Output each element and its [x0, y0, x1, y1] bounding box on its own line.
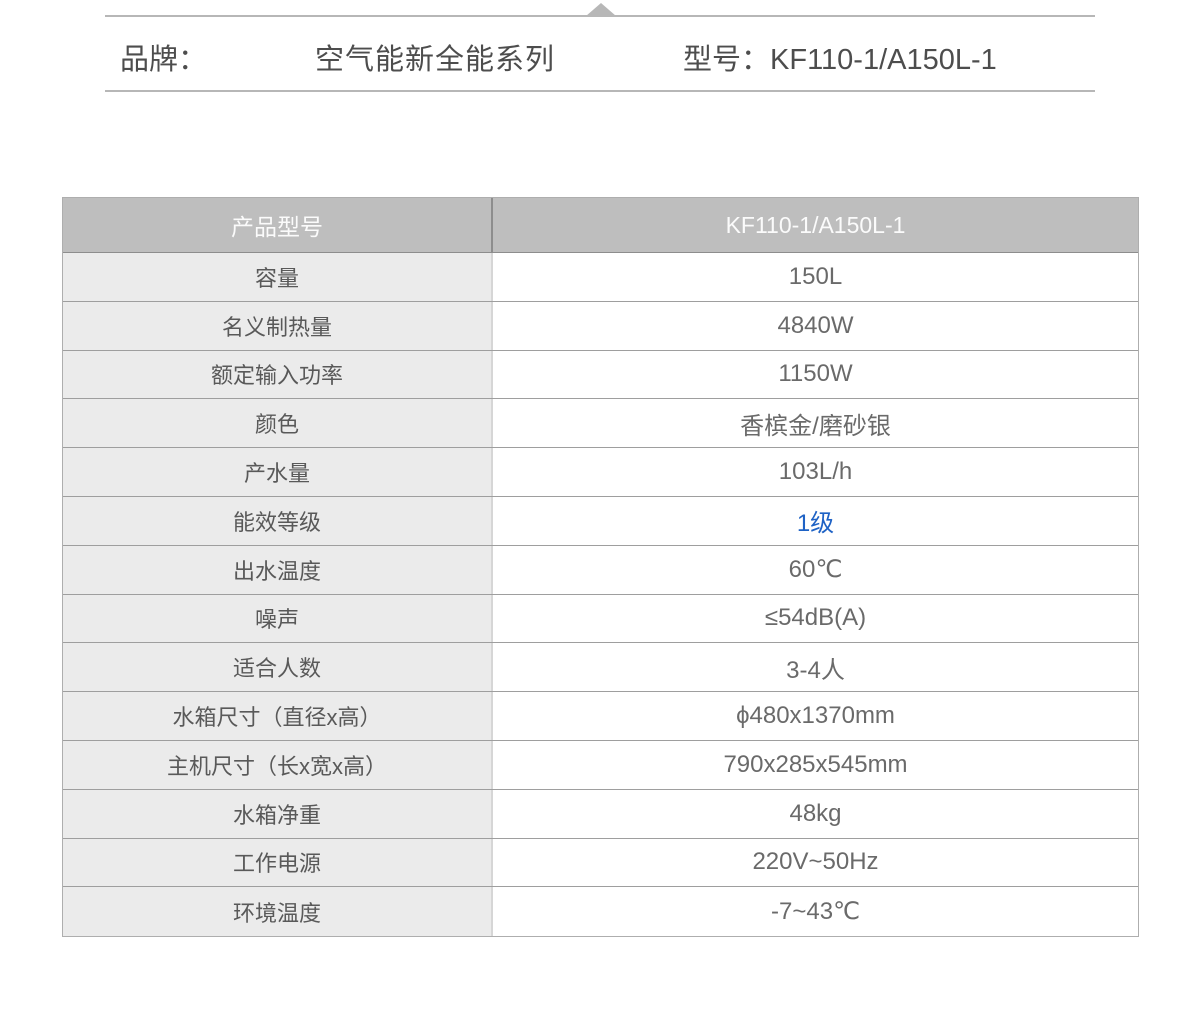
- bottom-divider-line: [105, 90, 1095, 92]
- spec-label: 噪声: [63, 594, 493, 643]
- spec-value: 150L: [788, 262, 843, 290]
- spec-row-host-size: 主机尺寸（长x宽x高） 790x285x545mm: [63, 740, 1138, 790]
- spec-label: 水箱尺寸（直径x高）: [63, 692, 493, 740]
- spec-header-value: KF110-1/A150L-1: [725, 211, 906, 238]
- spec-value: -7~43℃: [770, 898, 860, 926]
- spec-label: 适合人数: [63, 643, 493, 692]
- triangle-up-icon: [586, 3, 616, 16]
- spec-value: 60℃: [788, 556, 843, 584]
- spec-value: 48kg: [789, 799, 842, 827]
- spec-label: 水箱净重: [63, 789, 493, 838]
- spec-row-rated-input-power: 额定输入功率 1150W: [63, 350, 1138, 400]
- spec-row-color: 颜色 香槟金/磨砂银: [63, 399, 1138, 449]
- spec-value-energy-rating: 1级: [796, 510, 835, 538]
- model-group: 型号：KF110-1/A150L-1: [683, 38, 997, 82]
- spec-value: 220V~50Hz: [752, 848, 879, 876]
- spec-label: 名义制热量: [63, 301, 493, 350]
- spec-row-suitable-people: 适合人数 3-4人: [63, 643, 1138, 693]
- spec-row-ambient-temp: 环境温度 -7~43℃: [63, 887, 1138, 937]
- spec-label: 环境温度: [63, 887, 493, 937]
- spec-value: 3-4人: [786, 656, 845, 684]
- product-meta-header: 品牌： 空气能新全能系列 型号：KF110-1/A150L-1: [0, 38, 1200, 82]
- spec-row-outlet-temp: 出水温度 60℃: [63, 545, 1138, 595]
- spec-label: 颜色: [63, 399, 493, 448]
- spec-row-capacity: 容量 150L: [63, 253, 1138, 302]
- spec-row-power-supply: 工作电源 220V~50Hz: [63, 838, 1138, 888]
- spec-row-tank-weight: 水箱净重 48kg: [63, 789, 1138, 839]
- spec-label: 能效等级: [63, 496, 493, 545]
- spec-value: 1150W: [778, 360, 853, 388]
- spec-table: 产品型号 KF110-1/A150L-1 容量 150L 名义制热量 4840W…: [62, 197, 1139, 938]
- spec-row-tank-size: 水箱尺寸（直径x高） ϕ480x1370mm: [63, 692, 1138, 741]
- spec-label: 额定输入功率: [63, 350, 493, 399]
- spec-value: 790x285x545mm: [723, 750, 908, 778]
- spec-label: 容量: [63, 253, 493, 301]
- spec-header-label: 产品型号: [63, 198, 493, 252]
- top-divider-line: [105, 15, 1095, 17]
- spec-value: ≤54dB(A): [764, 604, 867, 632]
- spec-value: ϕ480x1370mm: [736, 702, 895, 730]
- spec-label: 工作电源: [63, 838, 493, 887]
- model-value: KF110-1/A150L-1: [770, 44, 997, 76]
- spec-value: 香槟金/磨砂银: [740, 412, 891, 440]
- model-label: 型号：: [683, 44, 771, 76]
- spec-row-noise: 噪声 ≤54dB(A): [63, 594, 1138, 644]
- spec-label: 主机尺寸（长x宽x高）: [63, 740, 493, 789]
- spec-label: 产水量: [63, 448, 493, 496]
- spec-value: 4840W: [777, 311, 854, 339]
- spec-table-header-row: 产品型号 KF110-1/A150L-1: [63, 198, 1138, 253]
- spec-row-heating-capacity: 名义制热量 4840W: [63, 301, 1138, 351]
- spec-row-water-output: 产水量 103L/h: [63, 448, 1138, 497]
- brand-series-name: 空气能新全能系列: [315, 44, 556, 76]
- brand-label: 品牌：: [120, 44, 208, 76]
- spec-label: 出水温度: [63, 545, 493, 594]
- spec-row-energy-rating: 能效等级 1级: [63, 496, 1138, 546]
- spec-value: 103L/h: [778, 458, 853, 486]
